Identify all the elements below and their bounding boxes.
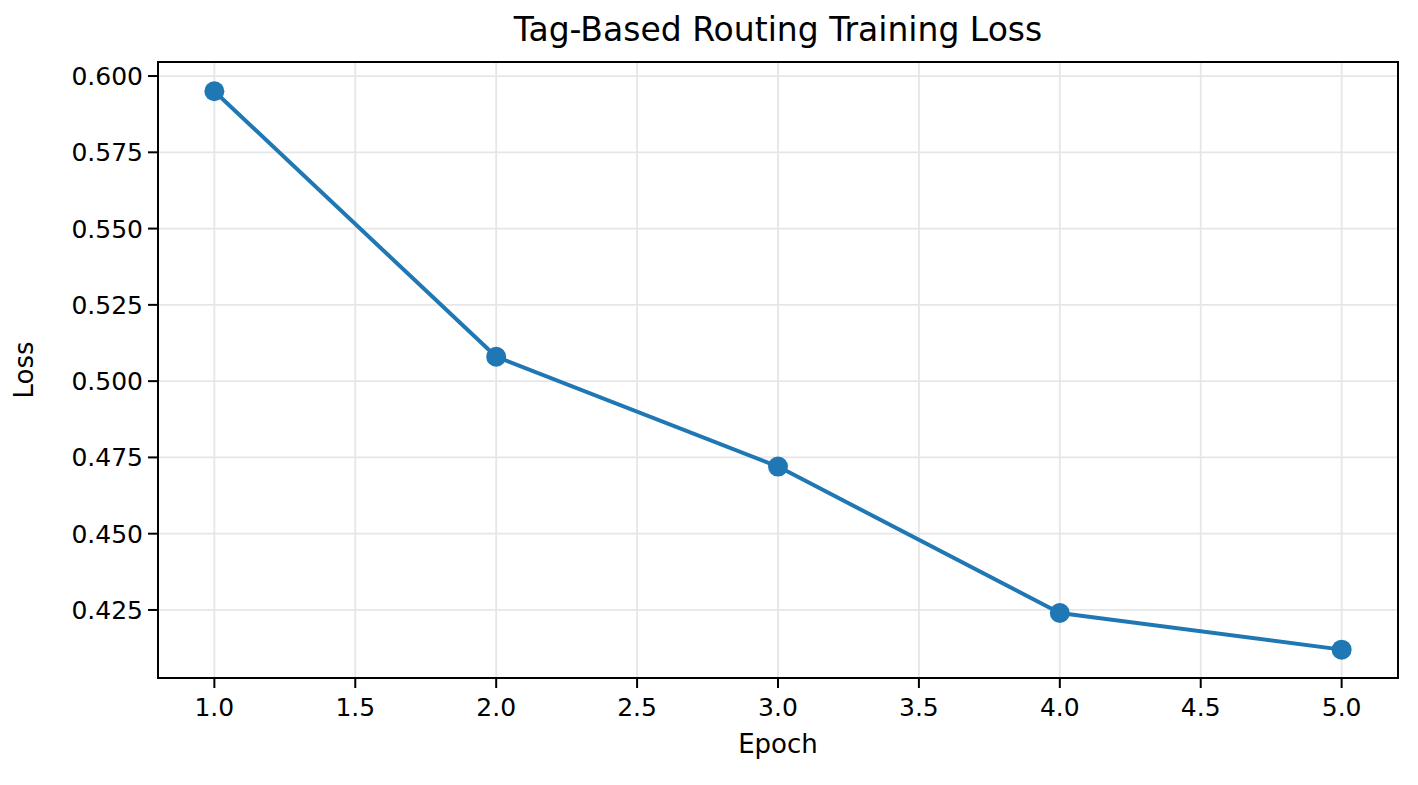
- data-point-marker: [486, 347, 506, 367]
- y-tick-label: 0.525: [71, 291, 143, 320]
- x-tick-label: 5.0: [1322, 693, 1362, 722]
- x-tick-label: 1.5: [335, 693, 375, 722]
- y-tick-label: 0.450: [71, 520, 143, 549]
- chart-title: Tag-Based Routing Training Loss: [513, 10, 1042, 49]
- x-tick-label: 3.5: [899, 693, 939, 722]
- x-tick-label: 1.0: [194, 693, 234, 722]
- data-point-marker: [1332, 640, 1352, 660]
- gridlines: [158, 62, 1398, 678]
- x-tick-label: 3.0: [758, 693, 798, 722]
- data-point-marker: [1050, 603, 1070, 623]
- x-tick-label: 4.5: [1181, 693, 1221, 722]
- data-point-marker: [204, 81, 224, 101]
- y-tick-label: 0.550: [71, 215, 143, 244]
- x-tick-label: 2.0: [476, 693, 516, 722]
- x-axis-label: Epoch: [738, 729, 818, 759]
- x-tick-label: 4.0: [1040, 693, 1080, 722]
- y-tick-label: 0.575: [71, 138, 143, 167]
- y-tick-label: 0.500: [71, 367, 143, 396]
- x-tick-label: 2.5: [617, 693, 657, 722]
- y-tick-label: 0.425: [71, 596, 143, 625]
- training-loss-figure: 1.01.52.02.53.03.54.04.55.0 0.4250.4500.…: [0, 0, 1418, 785]
- y-tick-label: 0.475: [71, 443, 143, 472]
- data-point-marker: [768, 457, 788, 477]
- y-tick-labels: 0.425 0.450 0.475 0.500 0.525 0.550 0.575 0.600: [71, 62, 143, 625]
- y-axis-label: Loss: [9, 341, 39, 398]
- x-tick-labels: 1.0 1.5 2.0 2.5 3.0 3.5 4.0 4.5 5.0: [194, 693, 1361, 722]
- y-tick-label: 0.600: [71, 62, 143, 91]
- chart-canvas: 1.01.52.02.53.03.54.04.55.0 0.4250.4500.…: [0, 0, 1418, 785]
